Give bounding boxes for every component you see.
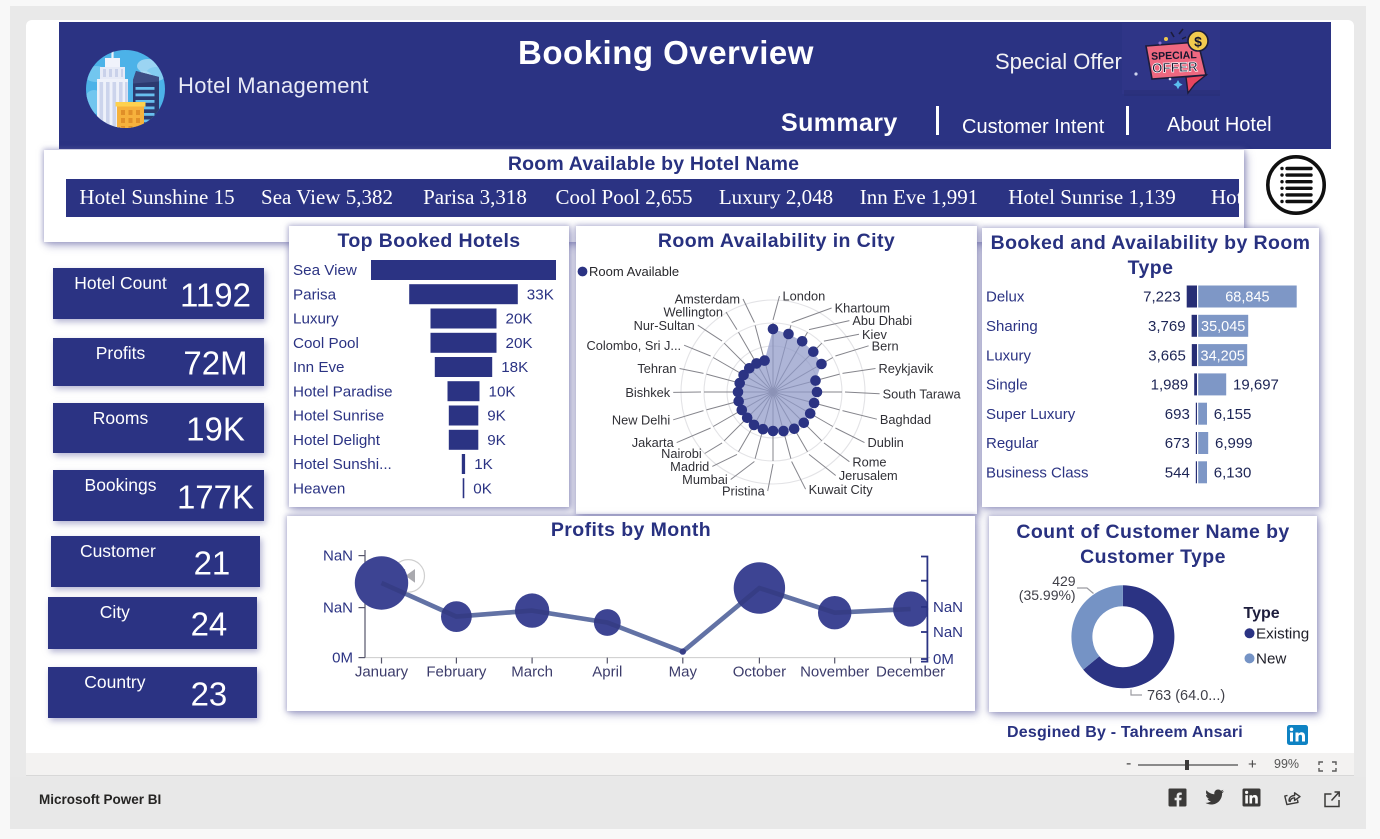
svg-text:SPECIAL: SPECIAL bbox=[1151, 49, 1197, 63]
svg-text:763 (64.0...): 763 (64.0...) bbox=[1147, 688, 1225, 704]
svg-text:Parisa: Parisa bbox=[293, 287, 337, 304]
svg-text:Tehran: Tehran bbox=[637, 361, 676, 376]
svg-text:Existing: Existing bbox=[1256, 625, 1309, 642]
svg-text:19,697: 19,697 bbox=[1233, 377, 1279, 394]
svg-text:Super Luxury: Super Luxury bbox=[986, 406, 1076, 423]
svg-text:18K: 18K bbox=[501, 359, 528, 376]
svg-text:Hotel Paradise: Hotel Paradise bbox=[293, 383, 393, 400]
svg-text:February: February bbox=[426, 664, 487, 681]
svg-text:33K: 33K bbox=[527, 287, 554, 304]
svg-text:New Delhi: New Delhi bbox=[612, 412, 670, 427]
svg-text:0M: 0M bbox=[933, 651, 954, 668]
svg-text:South Tarawa: South Tarawa bbox=[883, 386, 962, 401]
svg-text:3,665: 3,665 bbox=[1148, 347, 1186, 364]
svg-text:NaN: NaN bbox=[933, 624, 963, 641]
svg-text:Delux: Delux bbox=[986, 289, 1025, 306]
svg-text:9K: 9K bbox=[487, 432, 506, 449]
svg-text:Room Available: Room Available bbox=[589, 264, 679, 279]
svg-text:429: 429 bbox=[1052, 573, 1076, 589]
svg-text:New: New bbox=[1256, 650, 1286, 667]
svg-text:London: London bbox=[783, 289, 826, 304]
svg-text:Single: Single bbox=[986, 377, 1028, 394]
svg-text:35,045: 35,045 bbox=[1201, 319, 1245, 335]
svg-text:693: 693 bbox=[1165, 406, 1190, 423]
svg-text:Jerusalem: Jerusalem bbox=[839, 468, 898, 483]
svg-text:(35.99%): (35.99%) bbox=[1019, 587, 1076, 603]
svg-text:Hotel Sunshi...: Hotel Sunshi... bbox=[293, 456, 392, 473]
svg-text:Nairobi: Nairobi bbox=[661, 446, 702, 461]
svg-text:Heaven: Heaven bbox=[293, 480, 345, 497]
svg-text:Kuwait City: Kuwait City bbox=[809, 482, 874, 497]
svg-text:Mumbai: Mumbai bbox=[682, 472, 728, 487]
svg-text:December: December bbox=[876, 664, 945, 681]
svg-text:Madrid: Madrid bbox=[670, 459, 709, 474]
svg-text:Pristina: Pristina bbox=[722, 484, 766, 499]
svg-text:6,130: 6,130 bbox=[1214, 465, 1252, 482]
svg-text:Cool Pool: Cool Pool bbox=[293, 335, 359, 352]
svg-text:Abu Dhabi: Abu Dhabi bbox=[852, 313, 912, 328]
svg-text:April: April bbox=[592, 664, 622, 681]
svg-text:Business Class: Business Class bbox=[986, 465, 1089, 482]
svg-text:7,223: 7,223 bbox=[1143, 289, 1181, 306]
svg-text:Nur-Sultan: Nur-Sultan bbox=[634, 318, 695, 333]
svg-text:Dublin: Dublin bbox=[868, 435, 904, 450]
svg-text:Bishkek: Bishkek bbox=[625, 385, 670, 400]
svg-text:Hotel Delight: Hotel Delight bbox=[293, 432, 381, 449]
svg-text:3,769: 3,769 bbox=[1148, 318, 1186, 335]
svg-text:1K: 1K bbox=[474, 456, 493, 473]
svg-text:January: January bbox=[355, 664, 409, 681]
svg-text:Luxury: Luxury bbox=[293, 311, 339, 328]
svg-text:0M: 0M bbox=[332, 650, 353, 667]
svg-text:Reykjavik: Reykjavik bbox=[879, 361, 934, 376]
svg-text:March: March bbox=[511, 664, 553, 681]
svg-text:Rome: Rome bbox=[852, 454, 886, 469]
svg-text:10K: 10K bbox=[489, 383, 516, 400]
svg-text:NaN: NaN bbox=[933, 599, 963, 616]
svg-text:20K: 20K bbox=[506, 335, 533, 352]
svg-text:34,205: 34,205 bbox=[1201, 348, 1245, 364]
svg-text:November: November bbox=[800, 664, 869, 681]
svg-text:Colombo, Sri J...: Colombo, Sri J... bbox=[587, 338, 682, 353]
svg-text:20K: 20K bbox=[506, 311, 533, 328]
svg-text:October: October bbox=[733, 664, 786, 681]
svg-text:1,989: 1,989 bbox=[1151, 377, 1189, 394]
svg-text:Amsterdam: Amsterdam bbox=[675, 292, 740, 307]
svg-text:Luxury: Luxury bbox=[986, 347, 1032, 364]
svg-text:Sharing: Sharing bbox=[986, 318, 1038, 335]
svg-text:9K: 9K bbox=[487, 408, 506, 425]
svg-text:6,155: 6,155 bbox=[1214, 406, 1252, 423]
svg-text:Wellington: Wellington bbox=[663, 305, 723, 320]
svg-text:Kiev: Kiev bbox=[862, 327, 887, 342]
svg-text:Khartoum: Khartoum bbox=[835, 301, 890, 316]
svg-text:Hotel Sunrise: Hotel Sunrise bbox=[293, 408, 384, 425]
svg-text:Regular: Regular bbox=[986, 435, 1039, 452]
svg-text:0K: 0K bbox=[473, 480, 492, 497]
svg-text:$: $ bbox=[1194, 34, 1202, 50]
svg-text:68,845: 68,845 bbox=[1225, 290, 1269, 306]
svg-text:OFFER: OFFER bbox=[1152, 59, 1198, 76]
svg-text:Bern: Bern bbox=[872, 338, 899, 353]
svg-text:544: 544 bbox=[1165, 465, 1190, 482]
svg-text:Baghdad: Baghdad bbox=[880, 412, 931, 427]
svg-text:Inn Eve: Inn Eve bbox=[293, 359, 345, 376]
svg-text:673: 673 bbox=[1165, 435, 1190, 452]
svg-text:6,999: 6,999 bbox=[1215, 435, 1253, 452]
svg-text:Jakarta: Jakarta bbox=[632, 435, 675, 450]
svg-text:Sea View: Sea View bbox=[293, 262, 357, 279]
svg-text:NaN: NaN bbox=[323, 600, 353, 617]
svg-text:NaN: NaN bbox=[323, 548, 353, 565]
svg-text:Type: Type bbox=[1244, 605, 1280, 622]
svg-text:May: May bbox=[669, 664, 698, 681]
